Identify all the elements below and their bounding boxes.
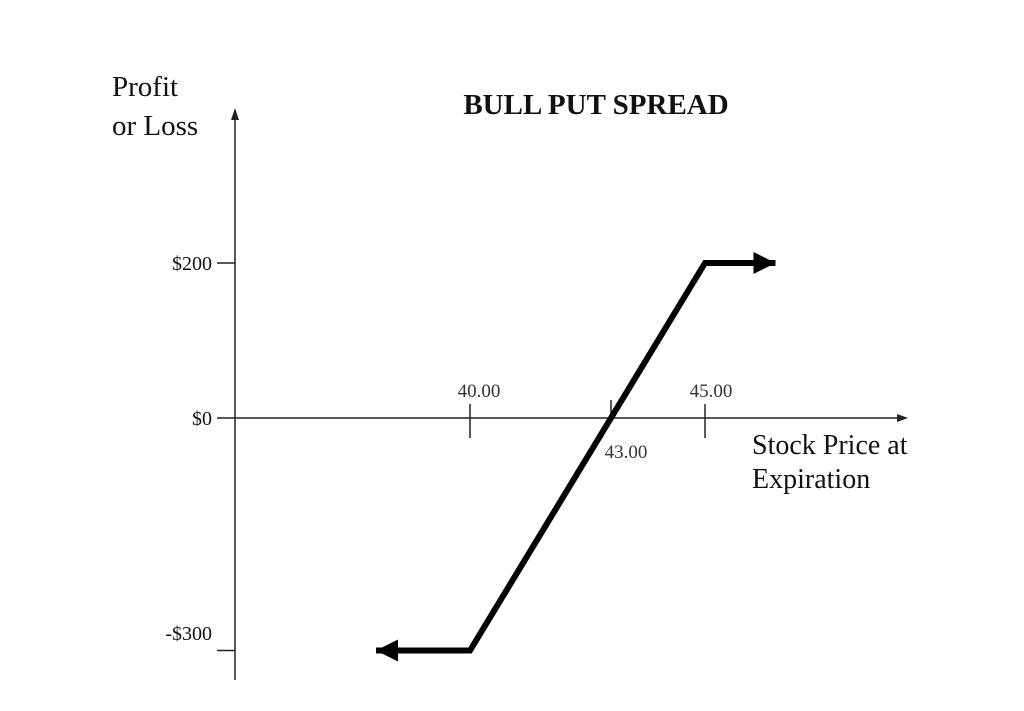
y-axis-arrowhead: [231, 108, 239, 120]
payoff-line: [376, 260, 776, 654]
x-axis-label-line-2: Expiration: [752, 464, 870, 495]
y-tick-label-200: $200: [172, 253, 212, 275]
y-axis-label-line-2: or Loss: [112, 110, 198, 142]
series-layer: [376, 252, 776, 662]
y-tick-label-0: $0: [192, 408, 212, 430]
x-axis-label-line-1: Stock Price at: [752, 430, 908, 461]
tick-marks: [217, 262, 706, 652]
payoff-arrowhead-left: [376, 639, 398, 662]
x-axis-arrowhead: [897, 414, 908, 422]
axes: [231, 108, 908, 680]
y-axis-label-line-1: Profit: [112, 71, 178, 103]
x-tick-label-45: 45.00: [690, 381, 733, 402]
chart-title: BULL PUT SPREAD: [463, 89, 728, 121]
payoff-arrowhead-right: [753, 252, 776, 274]
y-tick-label-neg300: -$300: [165, 623, 212, 645]
x-tick-label-43: 43.00: [605, 442, 648, 463]
y-axis-label: Profit or Loss: [112, 71, 198, 142]
x-tick-label-40: 40.00: [458, 381, 501, 402]
x-axis-label: Stock Price at Expiration: [752, 430, 915, 495]
